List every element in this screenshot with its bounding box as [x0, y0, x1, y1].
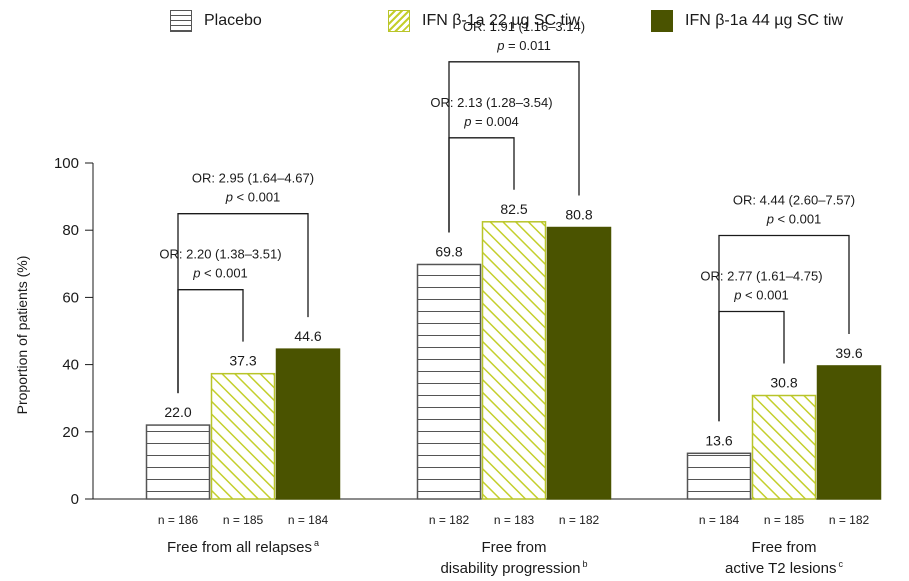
- data-label-g3-s1: 13.6: [705, 432, 732, 448]
- bar-g2-s3: [546, 226, 612, 500]
- y-tick-label-0: 0: [71, 491, 79, 508]
- n-label-g2-s3: n = 182: [559, 513, 600, 527]
- bar-g1-s1: [145, 424, 211, 500]
- legend: Placebo IFN β-1a 22 µg SC tiw IFN β-1a 4…: [0, 10, 909, 40]
- legend-swatch-ifn22: [388, 10, 410, 32]
- data-label-g2-s1: 69.8: [435, 243, 462, 259]
- n-label-g3-s2: n = 185: [764, 513, 805, 527]
- data-label-g3-s2: 30.8: [770, 375, 797, 391]
- bar-g3-s2: [751, 394, 817, 500]
- category-label-g3-line1: Free from: [751, 539, 816, 556]
- data-label-g1-s2: 37.3: [229, 353, 256, 369]
- bar-g1-s2: [210, 372, 276, 500]
- p-label-g3-c2: p < 0.001: [766, 212, 822, 227]
- bar-g3-s1: [686, 452, 752, 500]
- y-tick-label-20: 20: [62, 424, 79, 441]
- comparison-bracket-g1-c2: [177, 213, 309, 394]
- category-label-g2-line1: Free from: [481, 539, 546, 556]
- bar-g2-s1: [416, 263, 482, 500]
- comparison-bracket-g2-c1: [448, 137, 515, 233]
- or-label-g1-c2: OR: 2.95 (1.64–4.67): [192, 171, 314, 186]
- data-label-g2-s3: 80.8: [565, 207, 592, 223]
- n-label-g1-s3: n = 184: [288, 513, 329, 527]
- p-label-g2-c1: p = 0.004: [463, 114, 519, 129]
- legend-label-ifn22: IFN β-1a 22 µg SC tiw: [422, 12, 581, 29]
- data-label-g2-s2: 82.5: [500, 201, 527, 217]
- p-label-g1-c1: p < 0.001: [192, 266, 248, 281]
- comparison-bracket-g3-c2: [718, 234, 850, 422]
- category-label-g2-line2: disability progression b: [440, 559, 587, 577]
- or-label-g2-c1: OR: 2.13 (1.28–3.54): [430, 95, 552, 110]
- legend-item-placebo: Placebo: [170, 10, 262, 32]
- legend-label-ifn44: IFN β-1a 44 µg SC tiw: [685, 12, 844, 29]
- comparison-bracket-g2-c2: [448, 61, 580, 233]
- or-label-g1-c1: OR: 2.20 (1.38–3.51): [159, 247, 281, 262]
- bar-g1-s3: [275, 348, 341, 500]
- n-label-g2-s2: n = 183: [494, 513, 535, 527]
- y-tick-label-100: 100: [54, 155, 79, 172]
- n-label-g2-s1: n = 182: [429, 513, 470, 527]
- bar-g2-s2: [481, 221, 547, 500]
- y-tick-label-60: 60: [62, 289, 79, 306]
- legend-swatch-placebo: [170, 10, 192, 32]
- n-label-g3-s1: n = 184: [699, 513, 740, 527]
- or-label-g3-c1: OR: 2.77 (1.61–4.75): [700, 269, 822, 284]
- p-label-g2-c2: p = 0.011: [496, 38, 551, 53]
- p-label-g1-c2: p < 0.001: [225, 190, 281, 205]
- or-label-g2-c2: OR: 1.91 (1.16–3.14): [463, 19, 585, 34]
- legend-item-ifn44: IFN β-1a 44 µg SC tiw: [651, 10, 843, 32]
- or-label-g3-c2: OR: 4.44 (2.60–7.57): [733, 193, 855, 208]
- data-label-g1-s1: 22.0: [164, 404, 191, 420]
- legend-label-placebo: Placebo: [204, 12, 262, 29]
- p-label-g3-c1: p < 0.001: [733, 288, 789, 303]
- n-label-g3-s3: n = 182: [829, 513, 870, 527]
- legend-item-ifn22: IFN β-1a 22 µg SC tiw: [388, 10, 580, 32]
- data-label-g3-s3: 39.6: [835, 345, 862, 361]
- category-label-g3-line2: active T2 lesions c: [725, 559, 843, 577]
- y-tick-label-80: 80: [62, 222, 79, 239]
- data-label-g1-s3: 44.6: [294, 328, 321, 344]
- legend-swatch-ifn44: [651, 10, 673, 32]
- category-label-g1-line1: Free from all relapses a: [167, 538, 319, 556]
- y-tick-label-40: 40: [62, 357, 79, 374]
- bar-g3-s3: [816, 365, 882, 500]
- n-label-g1-s1: n = 186: [158, 513, 199, 527]
- n-label-g1-s2: n = 185: [223, 513, 264, 527]
